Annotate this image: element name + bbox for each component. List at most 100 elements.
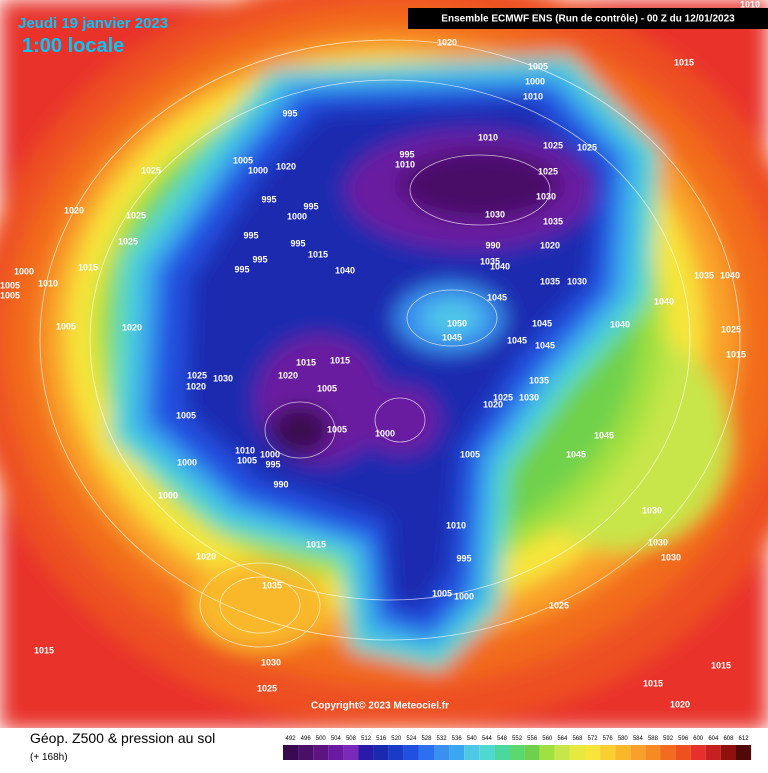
colorbar-label: 532 bbox=[437, 736, 448, 742]
colorbar-swatch bbox=[675, 745, 691, 760]
model-label: Ensemble ECMWF ENS (Run de contrôle) - 0… bbox=[441, 14, 735, 25]
colorbar-swatch bbox=[660, 745, 676, 760]
pressure-label: 1025 bbox=[493, 392, 513, 402]
legend-subtitle: (+ 168h) bbox=[30, 752, 68, 763]
pressure-label: 1045 bbox=[535, 340, 555, 350]
pressure-label: 1020 bbox=[437, 37, 457, 47]
colorbar-swatch bbox=[645, 745, 661, 760]
pressure-label: 1005 bbox=[528, 61, 548, 71]
pressure-label: 1000 bbox=[375, 428, 395, 438]
colorbar-label: 508 bbox=[346, 736, 357, 742]
pressure-label: 1030 bbox=[642, 505, 662, 515]
pressure-label: 1025 bbox=[141, 165, 161, 175]
pressure-label: 1035 bbox=[262, 580, 282, 590]
pressure-label: 990 bbox=[273, 479, 288, 489]
pressure-label: 1040 bbox=[335, 265, 355, 275]
colorbar-label: 512 bbox=[361, 736, 372, 742]
colorbar-label: 580 bbox=[618, 736, 629, 742]
pressure-label: 1030 bbox=[519, 392, 539, 402]
colorbar-label: 552 bbox=[512, 736, 523, 742]
colorbar-swatch bbox=[373, 745, 389, 760]
pressure-label: 1015 bbox=[296, 357, 316, 367]
pressure-label: 1000 bbox=[158, 490, 178, 500]
colorbar-swatch bbox=[600, 745, 616, 760]
pressure-label: 1005 bbox=[237, 455, 257, 465]
pressure-label: 1035 bbox=[540, 276, 560, 286]
colorbar-swatch bbox=[358, 745, 374, 760]
colorbar-swatch bbox=[705, 745, 721, 760]
colorbar-swatch bbox=[298, 745, 314, 760]
pressure-label: 1045 bbox=[532, 318, 552, 328]
colorbar-swatch bbox=[630, 745, 646, 760]
pressure-label: 1005 bbox=[327, 424, 347, 434]
pressure-label: 1005 bbox=[0, 280, 20, 290]
pressure-label: 995 bbox=[282, 108, 297, 118]
pressure-label: 1025 bbox=[118, 236, 138, 246]
colorbar-label: 564 bbox=[557, 736, 568, 742]
colorbar-label: 536 bbox=[452, 736, 463, 742]
colorbar-label: 496 bbox=[301, 736, 312, 742]
pressure-label: 1010 bbox=[478, 132, 498, 142]
colorbar-label: 600 bbox=[693, 736, 704, 742]
colorbar-swatch bbox=[328, 745, 344, 760]
pressure-label: 1005 bbox=[460, 449, 480, 459]
colorbar-label: 500 bbox=[316, 736, 327, 742]
colorbar-label: 524 bbox=[406, 736, 417, 742]
pressure-label: 1015 bbox=[711, 660, 731, 670]
colorbar-swatch bbox=[569, 745, 585, 760]
pressure-label: 995 bbox=[456, 553, 471, 563]
pressure-label: 1015 bbox=[308, 249, 328, 259]
pressure-label: 1030 bbox=[648, 537, 668, 547]
colorbar-swatch bbox=[690, 745, 706, 760]
colorbar-label: 576 bbox=[603, 736, 614, 742]
colorbar-swatch bbox=[524, 745, 540, 760]
pressure-label: 1000 bbox=[248, 165, 268, 175]
pressure-label: 1015 bbox=[330, 355, 350, 365]
time-label: 1:00 locale bbox=[22, 35, 124, 57]
colorbar-swatch bbox=[283, 745, 299, 760]
pressure-label: 995 bbox=[290, 238, 305, 248]
legend-title: Géop. Z500 & pression au sol bbox=[30, 730, 215, 746]
pressure-label: 1030 bbox=[485, 209, 505, 219]
pressure-label: 1045 bbox=[507, 335, 527, 345]
pressure-label: 1040 bbox=[720, 270, 740, 280]
pressure-label: 1035 bbox=[480, 256, 500, 266]
colorbar-label: 604 bbox=[708, 736, 719, 742]
pressure-label: 1030 bbox=[567, 276, 587, 286]
pressure-label: 1000 bbox=[287, 211, 307, 221]
colorbar-swatch bbox=[554, 745, 570, 760]
colorbar-label: 592 bbox=[663, 736, 674, 742]
colorbar-label: 492 bbox=[286, 736, 297, 742]
colorbar-label: 544 bbox=[482, 736, 493, 742]
pressure-label: 1045 bbox=[594, 430, 614, 440]
pressure-label: 1015 bbox=[726, 349, 746, 359]
pressure-label: 1020 bbox=[122, 322, 142, 332]
pressure-label: 1025 bbox=[543, 140, 563, 150]
pressure-label: 1045 bbox=[487, 292, 507, 302]
pressure-label: 1040 bbox=[654, 296, 674, 306]
colorbar-label: 612 bbox=[739, 736, 750, 742]
colorbar-label: 516 bbox=[376, 736, 387, 742]
pressure-label: 1025 bbox=[126, 210, 146, 220]
colorbar-label: 548 bbox=[497, 736, 508, 742]
pressure-label: 1005 bbox=[233, 155, 253, 165]
pressure-label: 1040 bbox=[610, 319, 630, 329]
pressure-label: 995 bbox=[303, 201, 318, 211]
colorbar-label: 556 bbox=[527, 736, 538, 742]
pressure-label: 1010 bbox=[446, 520, 466, 530]
pressure-label: 1050 bbox=[447, 318, 467, 328]
colorbar-swatch bbox=[434, 745, 450, 760]
colorbar-swatch bbox=[539, 745, 555, 760]
pressure-label: 1025 bbox=[721, 324, 741, 334]
pressure-label: 1005 bbox=[56, 321, 76, 331]
pressure-label: 995 bbox=[399, 149, 414, 159]
pressure-label: 1010 bbox=[395, 159, 415, 169]
corner-label: 1010 bbox=[740, 0, 760, 9]
pressure-label: 1010 bbox=[235, 445, 255, 455]
colorbar: 492 496 500 504 508 512 516 520 524 528 532 536 540 5… bbox=[283, 736, 752, 760]
pressure-label: 1045 bbox=[442, 332, 462, 342]
pressure-label: 1005 bbox=[176, 410, 196, 420]
colorbar-label: 520 bbox=[391, 736, 402, 742]
pressure-label: 1020 bbox=[483, 399, 503, 409]
pressure-label: 1015 bbox=[78, 262, 98, 272]
